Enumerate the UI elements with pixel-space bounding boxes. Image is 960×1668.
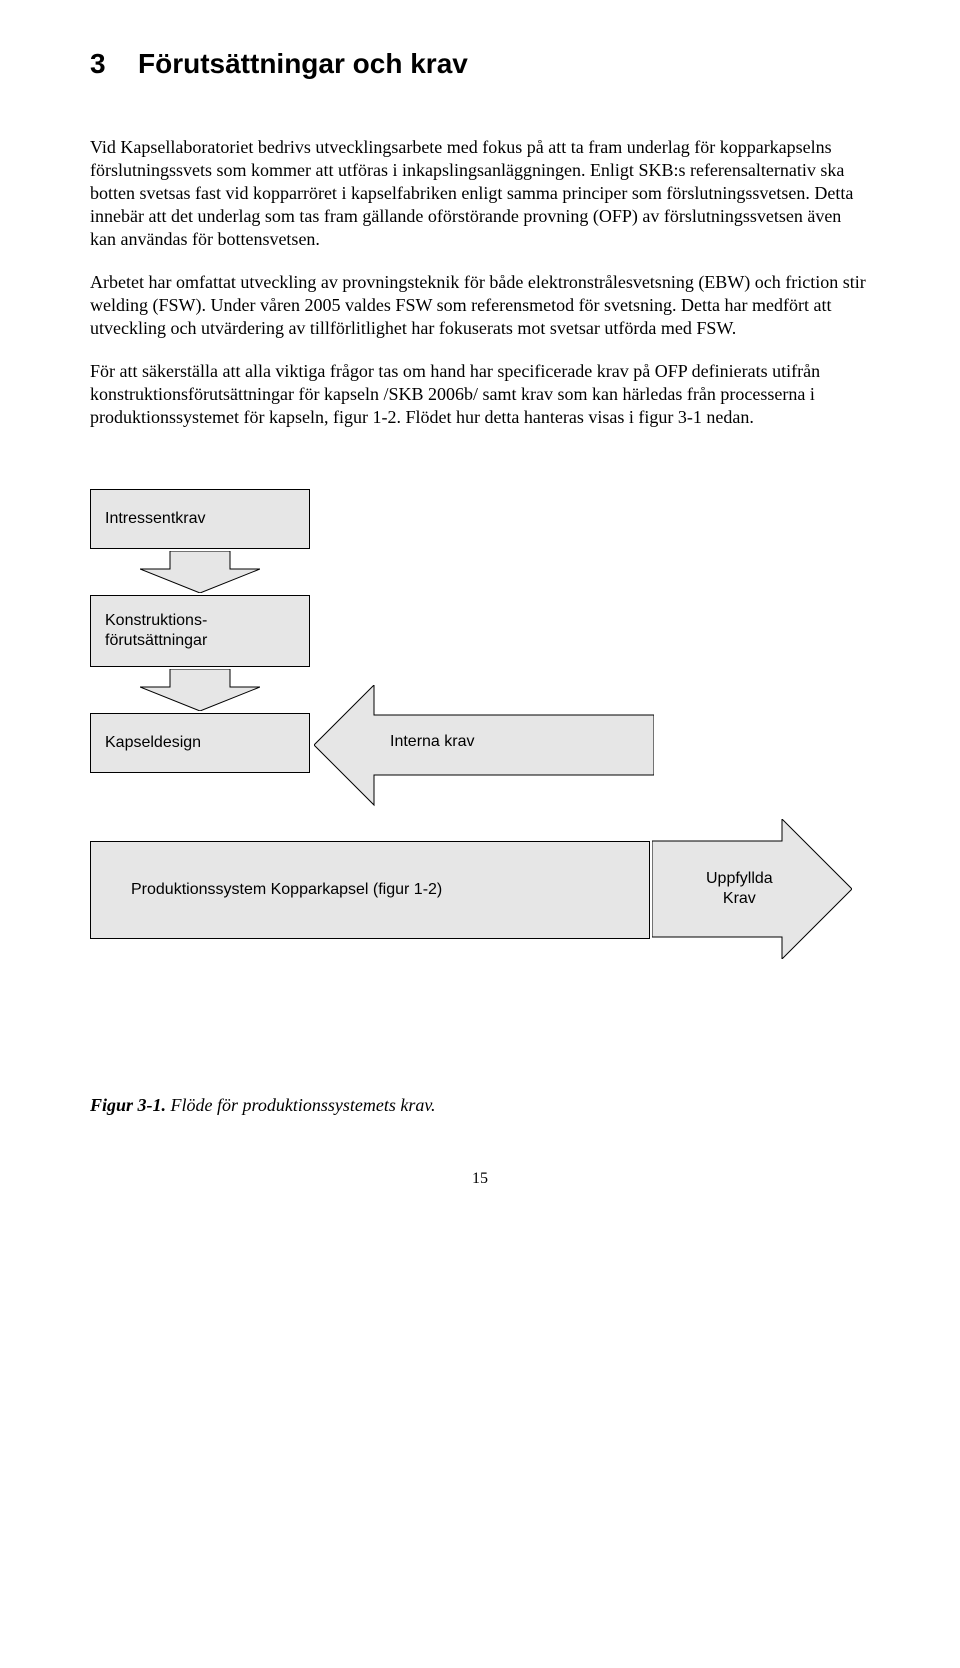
flow-box-produktionssystem: Produktionssystem Kopparkapsel (figur 1-… [90,841,650,939]
down-arrow-icon [140,669,260,711]
left-arrow-shape [314,685,654,825]
down-arrow-icon [140,551,260,593]
flow-box-label: Kapseldesign [105,733,201,753]
flow-box-label: Intressentkrav [105,509,205,529]
figure-caption-text: Flöde för produktionssystemets krav. [166,1095,435,1115]
document-page: 3Förutsättningar och krav Vid Kapsellabo… [0,0,960,1228]
flow-label-uppfyllda-krav: Uppfyllda Krav [706,869,773,909]
section-heading: 3Förutsättningar och krav [90,48,870,80]
section-title: Förutsättningar och krav [138,48,468,79]
flow-diagram: Intressentkrav Konstruktions- förutsättn… [90,489,860,1059]
flow-label-interna-krav: Interna krav [390,733,474,751]
section-number: 3 [90,48,138,80]
text-line: Uppfyllda [706,870,773,887]
flow-box-label: Produktionssystem Kopparkapsel (figur 1-… [131,880,442,900]
flow-box-kapseldesign: Kapseldesign [90,713,310,773]
flow-box-label: Konstruktions- förutsättningar [105,611,207,651]
body-paragraph: Vid Kapsellaboratoriet bedrivs utvecklin… [90,136,870,251]
text-line: Konstruktions- [105,612,207,629]
figure-caption: Figur 3-1. Flöde för produktionssystemet… [90,1095,870,1116]
flow-box-konstruktion: Konstruktions- förutsättningar [90,595,310,667]
body-paragraph: Arbetet har omfattat utveckling av provn… [90,271,870,340]
flow-box-intressentkrav: Intressentkrav [90,489,310,549]
body-paragraph: För att säkerställa att alla viktiga frå… [90,360,870,429]
figure-label: Figur 3-1. [90,1095,166,1115]
text-line: Krav [723,890,756,907]
text-line: förutsättningar [105,632,207,649]
page-number: 15 [90,1170,870,1188]
